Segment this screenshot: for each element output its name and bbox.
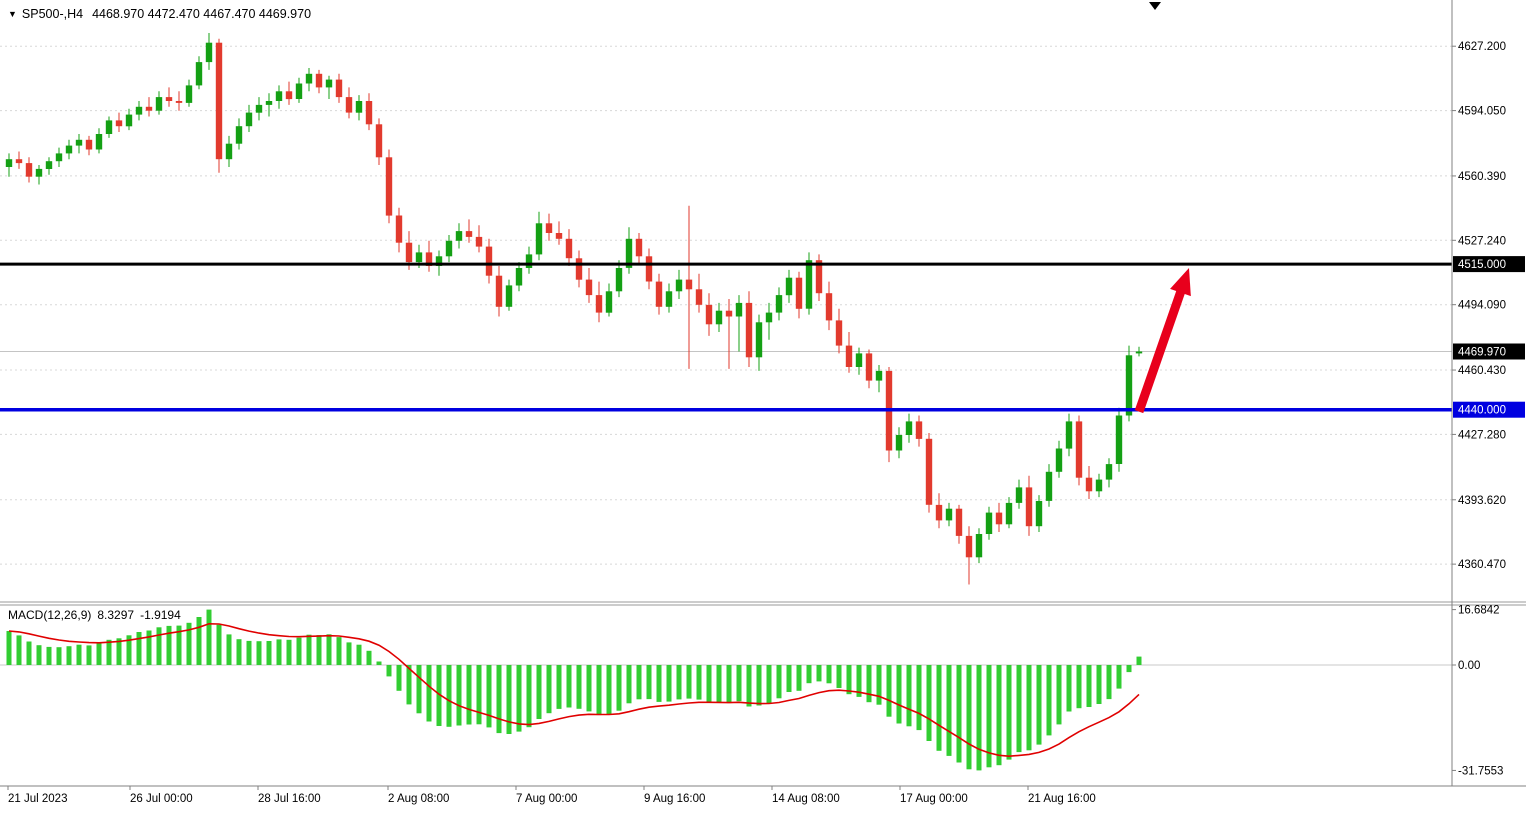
- time-axis[interactable]: 21 Jul 2023 26 Jul 00:00 28 Jul 16:00 2 Aug…: [7, 786, 1096, 805]
- macd-axis-label: 16.6842: [1458, 605, 1500, 617]
- macd-main-value: 8.3297: [97, 608, 135, 622]
- price-badge-label: 4469.970: [1458, 347, 1506, 359]
- time-axis-label: 2 Aug 08:00: [388, 793, 449, 805]
- price-axis-label: 4494.090: [1458, 300, 1506, 312]
- macd-axis[interactable]: 16.6842 0.00 -31.7553: [1452, 605, 1503, 778]
- time-axis-label: 28 Jul 16:00: [258, 793, 321, 805]
- time-axis-label: 9 Aug 16:00: [644, 793, 705, 805]
- macd-signal-line: [8, 622, 1140, 758]
- time-axis-label: 21 Aug 16:00: [1028, 793, 1096, 805]
- time-axis-label: 21 Jul 2023: [8, 793, 67, 805]
- price-axis-label: 4560.390: [1458, 171, 1506, 183]
- time-axis-label: 17 Aug 00:00: [900, 793, 968, 805]
- trend-arrow[interactable]: [1134, 267, 1191, 414]
- symbol-period-label: SP500-,H4: [21, 7, 84, 21]
- macd-name-label: MACD(12,26,9): [8, 608, 92, 622]
- price-gridlines: [0, 45, 1452, 565]
- macd-axis-label: -31.7553: [1458, 765, 1503, 777]
- time-axis-label: 14 Aug 08:00: [772, 793, 840, 805]
- price-badge: [1453, 343, 1525, 360]
- price-badge: [1453, 401, 1525, 418]
- symbol-dropdown-icon[interactable]: ▼: [8, 9, 17, 19]
- candles: [5, 33, 1143, 585]
- time-axis-label: 26 Jul 00:00: [130, 793, 193, 805]
- price-badge-label: 4515.000: [1458, 259, 1506, 271]
- price-axis-label: 4627.200: [1458, 41, 1506, 53]
- chart-shift-marker-icon[interactable]: [1149, 2, 1161, 10]
- price-axis-label: 4360.470: [1458, 559, 1506, 571]
- price-axis-label: 4427.280: [1458, 429, 1506, 441]
- price-axis-label: 4527.240: [1458, 235, 1506, 247]
- price-axis-label: 4594.050: [1458, 106, 1506, 118]
- macd-histogram: [6, 609, 1142, 771]
- price-axis-label: 4460.430: [1458, 365, 1506, 377]
- macd-indicator-label: MACD(12,26,9) 8.3297 -1.9194: [8, 608, 181, 622]
- macd-axis-label: 0.00: [1458, 660, 1480, 672]
- chart-title: ▼ SP500-,H4 4468.970 4472.470 4467.470 446…: [8, 7, 311, 21]
- price-axis[interactable]: 4627.200 4594.050 4560.390 4527.240 4494.090…: [1452, 41, 1525, 571]
- price-axis-label: 4393.620: [1458, 495, 1506, 507]
- price-badge-label: 4440.000: [1458, 405, 1506, 417]
- macd-signal-value: -1.9194: [140, 608, 181, 622]
- price-badge: [1453, 256, 1525, 273]
- time-axis-label: 7 Aug 00:00: [516, 793, 577, 805]
- ohlc-values: 4468.970 4472.470 4467.470 4469.970: [92, 7, 312, 21]
